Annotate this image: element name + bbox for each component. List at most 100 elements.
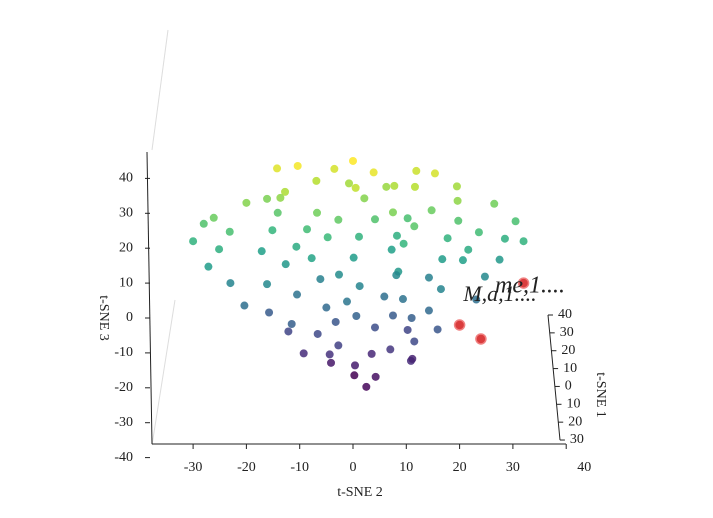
point bbox=[335, 270, 344, 279]
y-tick-label: 10 bbox=[119, 275, 133, 290]
z-tick-label: 40 bbox=[558, 307, 572, 322]
point bbox=[215, 245, 224, 254]
point bbox=[474, 228, 483, 237]
point bbox=[352, 312, 361, 321]
y-tick-label: -10 bbox=[114, 345, 133, 360]
point bbox=[263, 280, 272, 289]
x-tick-label: -10 bbox=[290, 460, 309, 475]
point bbox=[443, 234, 452, 243]
point bbox=[268, 226, 277, 235]
point bbox=[312, 176, 321, 185]
highlight-point bbox=[517, 277, 530, 289]
z-tick-label: 30 bbox=[570, 432, 584, 447]
point bbox=[427, 206, 436, 215]
point bbox=[367, 349, 376, 358]
point bbox=[438, 255, 447, 264]
point bbox=[331, 317, 340, 326]
point bbox=[334, 215, 343, 224]
point bbox=[490, 199, 499, 208]
point bbox=[407, 314, 416, 322]
z-tick-label: 20 bbox=[568, 414, 582, 429]
point bbox=[500, 234, 509, 243]
z-tick-label: 30 bbox=[560, 325, 574, 340]
point bbox=[313, 329, 322, 338]
point bbox=[330, 164, 339, 173]
point bbox=[369, 168, 378, 177]
point bbox=[292, 242, 301, 251]
point bbox=[410, 337, 419, 346]
point bbox=[412, 166, 421, 175]
highlight-point bbox=[475, 333, 487, 345]
point bbox=[307, 254, 316, 263]
annotation: me,1.... bbox=[495, 273, 565, 299]
point bbox=[313, 208, 322, 217]
x-tick-label: 40 bbox=[577, 460, 591, 475]
point bbox=[392, 271, 401, 280]
point bbox=[204, 262, 213, 271]
point bbox=[410, 182, 419, 191]
point bbox=[387, 245, 396, 254]
point bbox=[390, 181, 399, 190]
point bbox=[392, 231, 401, 240]
point bbox=[424, 273, 433, 282]
point bbox=[371, 372, 380, 381]
point bbox=[454, 216, 463, 225]
x-tick-label: 10 bbox=[399, 460, 413, 475]
point bbox=[351, 183, 360, 192]
point bbox=[334, 341, 343, 350]
y-tick-label: 20 bbox=[119, 240, 133, 255]
point bbox=[316, 275, 325, 284]
point bbox=[276, 193, 285, 202]
point bbox=[399, 239, 408, 248]
y-tick-label: -40 bbox=[114, 450, 133, 465]
point bbox=[388, 208, 397, 217]
z-tick-label: 10 bbox=[567, 397, 581, 412]
highlight-point bbox=[453, 319, 466, 331]
point bbox=[351, 361, 359, 370]
z-tick-label: 0 bbox=[565, 379, 572, 394]
point bbox=[408, 354, 417, 363]
point bbox=[355, 232, 363, 241]
point bbox=[293, 161, 302, 170]
point bbox=[453, 196, 462, 205]
point bbox=[281, 260, 290, 269]
point bbox=[380, 292, 389, 301]
y-tick-label: 0 bbox=[126, 310, 133, 325]
point bbox=[360, 194, 369, 203]
x-tick-label: 0 bbox=[350, 460, 357, 475]
point bbox=[388, 311, 397, 320]
point bbox=[424, 306, 433, 315]
point bbox=[349, 253, 358, 262]
point bbox=[199, 219, 208, 228]
point bbox=[362, 382, 371, 391]
x-tick-label: -20 bbox=[237, 460, 256, 475]
y-tick-label: -20 bbox=[114, 380, 133, 395]
point bbox=[370, 215, 379, 224]
point bbox=[355, 282, 364, 291]
x-tick-label: 20 bbox=[453, 460, 467, 475]
point bbox=[273, 208, 282, 217]
point bbox=[322, 303, 331, 312]
point bbox=[240, 301, 249, 310]
point bbox=[273, 164, 282, 173]
point bbox=[345, 179, 354, 188]
point bbox=[349, 156, 357, 165]
point bbox=[452, 182, 461, 191]
y-tick-label: -30 bbox=[114, 415, 133, 430]
point bbox=[495, 255, 504, 264]
z-axis-title: t-SNE 1 bbox=[593, 372, 608, 418]
point bbox=[303, 225, 312, 234]
point bbox=[410, 222, 419, 231]
point bbox=[511, 217, 520, 226]
point bbox=[480, 272, 489, 281]
y-axis-title: t-SNE 3 bbox=[96, 295, 111, 341]
x-axis-title: t-SNE 2 bbox=[337, 485, 383, 500]
point bbox=[265, 308, 274, 317]
point bbox=[293, 290, 302, 299]
point bbox=[430, 169, 439, 178]
point bbox=[519, 237, 528, 246]
point bbox=[325, 350, 334, 359]
z-tick-label: 10 bbox=[563, 361, 577, 376]
x-tick-label: 30 bbox=[506, 460, 520, 475]
